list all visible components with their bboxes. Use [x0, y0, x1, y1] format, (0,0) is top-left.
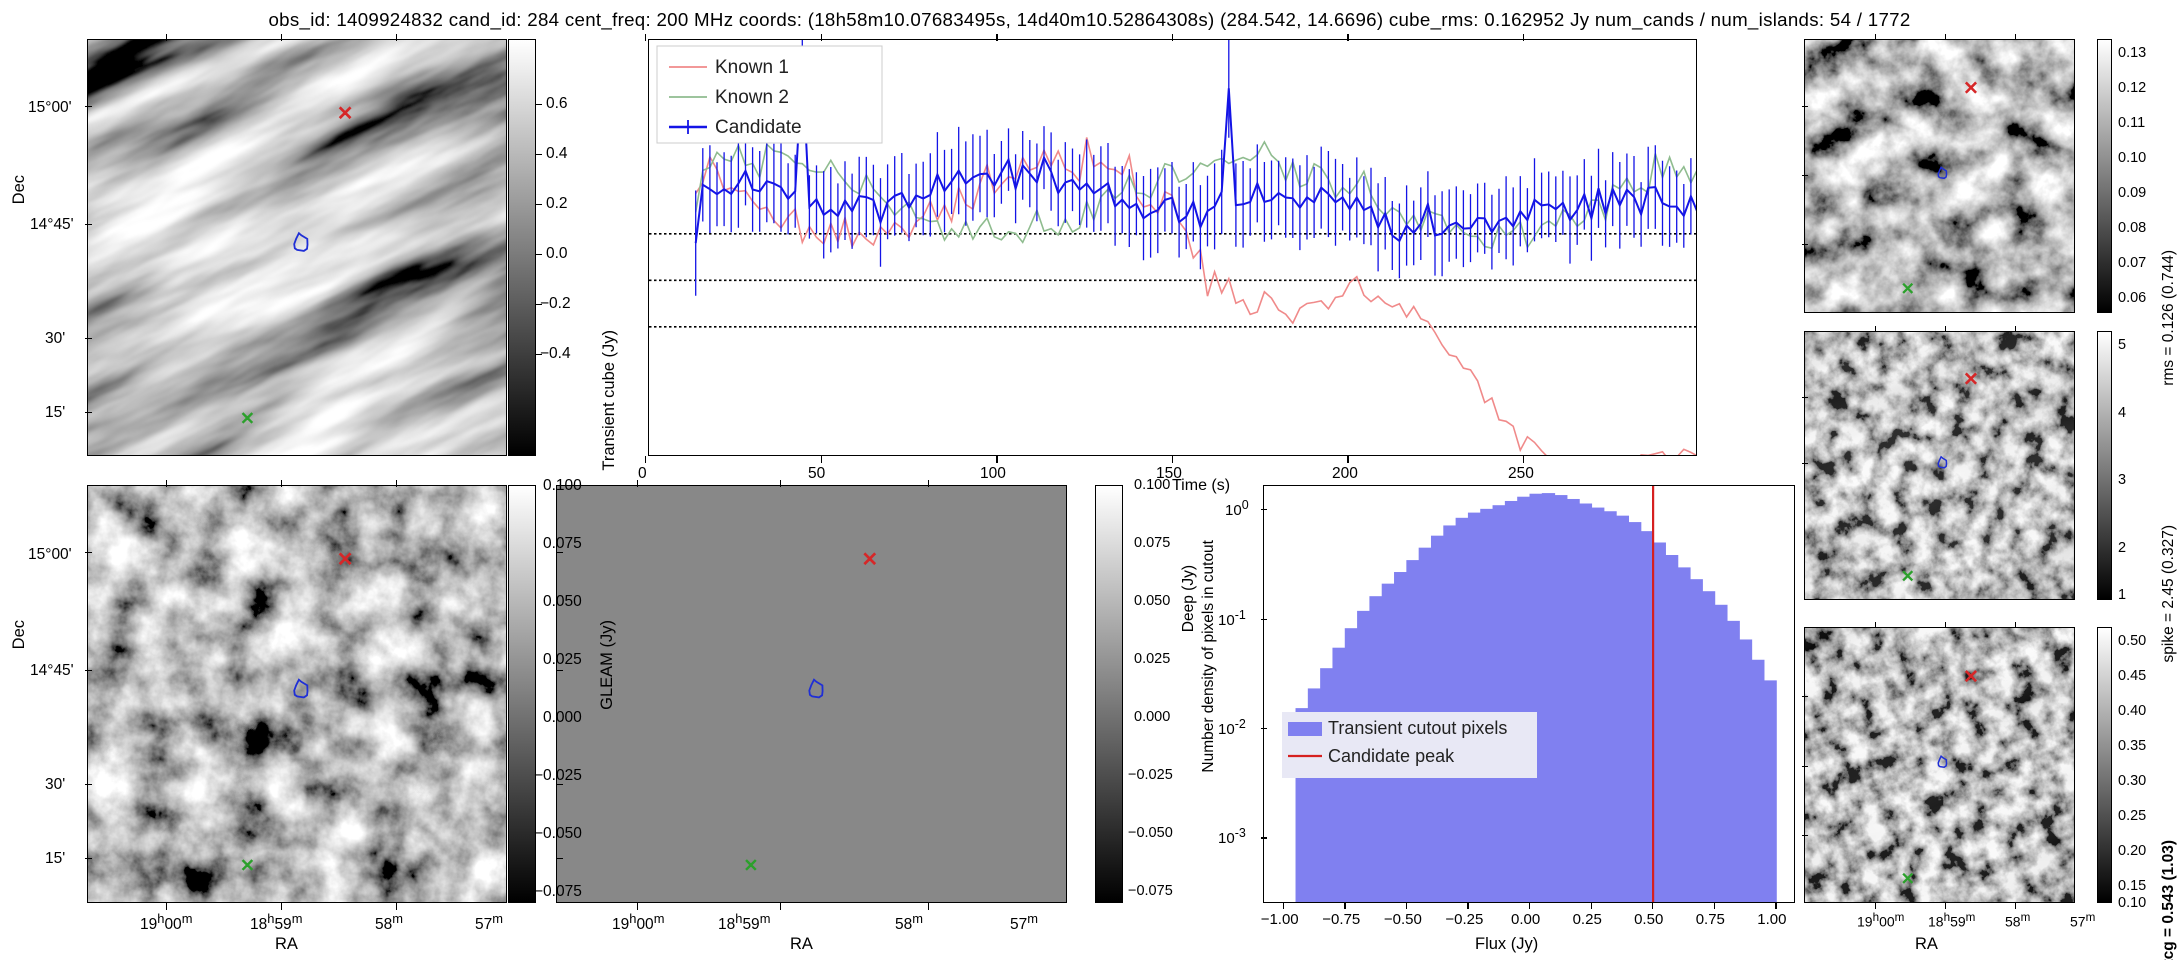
svg-text:Candidate: Candidate: [715, 117, 802, 138]
svg-text:✕: ✕: [337, 549, 354, 571]
svg-text:✕: ✕: [861, 549, 878, 571]
svg-text:Known 2: Known 2: [715, 87, 789, 108]
svg-text:✕: ✕: [240, 855, 255, 875]
svg-text:✕: ✕: [1901, 280, 1915, 299]
svg-text:✕: ✕: [1963, 370, 1979, 391]
svg-text:✕: ✕: [240, 408, 255, 428]
svg-text:✕: ✕: [1901, 567, 1915, 586]
svg-text:✕: ✕: [1963, 78, 1979, 99]
svg-text:✕: ✕: [337, 103, 354, 125]
svg-text:✕: ✕: [1963, 667, 1979, 688]
svg-text:✕: ✕: [1901, 869, 1915, 888]
svg-text:Transient cutout pixels: Transient cutout pixels: [1328, 718, 1507, 738]
svg-text:Known 1: Known 1: [715, 57, 789, 78]
svg-text:Candidate peak: Candidate peak: [1328, 746, 1455, 766]
svg-text:✕: ✕: [743, 855, 758, 875]
